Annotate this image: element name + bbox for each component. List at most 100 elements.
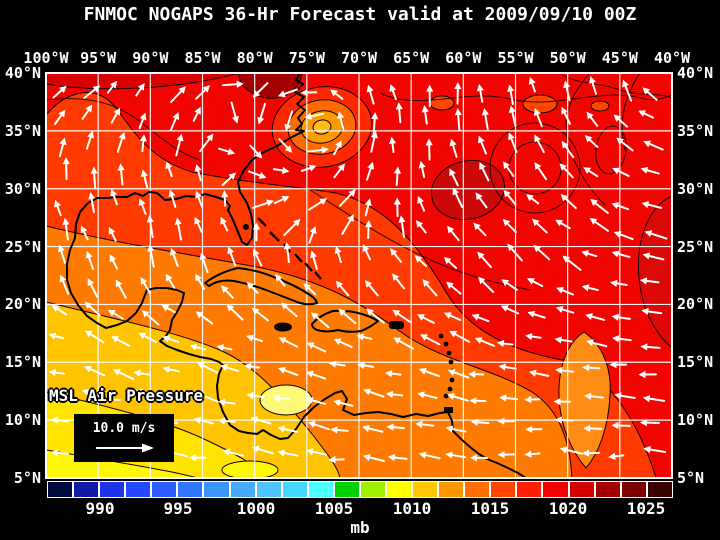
wind-arrow (554, 416, 574, 424)
wind-arrow (275, 273, 286, 287)
wind-arrow (639, 277, 660, 285)
colorbar-tick-label: 1010 (392, 499, 432, 518)
colorbar-segment (48, 482, 73, 497)
wind-arrow (641, 201, 663, 209)
wind-arrow (334, 246, 342, 264)
wind-arrow (610, 279, 628, 287)
wind-arrow (470, 418, 490, 426)
wind-arrow (328, 360, 346, 368)
wind-arrow (447, 368, 470, 379)
wind-arrow (364, 220, 373, 240)
wind-arrow (559, 163, 574, 179)
wind-arrow (162, 365, 181, 373)
wind-arrow (135, 82, 145, 97)
wind-arrow (364, 198, 372, 217)
coastline-cuba (204, 267, 318, 306)
wind-arrow (638, 110, 654, 119)
wind-arrow (230, 101, 239, 124)
wind-arrow (138, 198, 147, 215)
wind-arrow (477, 276, 495, 294)
wind-arrow (470, 454, 489, 462)
wind-arrow (370, 130, 378, 153)
colorbar-segment (413, 482, 438, 497)
longitude-label: 70°W (340, 49, 378, 67)
wind-arrow (611, 335, 632, 343)
wind-arrow (642, 87, 658, 101)
wind-arrow (278, 366, 299, 376)
wind-arrow (425, 138, 433, 161)
wind-arrow (81, 388, 103, 398)
wind-arrow (220, 216, 229, 232)
wind-arrow (468, 370, 485, 378)
field-label: MSL Air Pressure (49, 386, 204, 405)
wind-arrow (644, 230, 668, 240)
wind-arrow (395, 102, 403, 124)
latitude-label: 20°N (4, 295, 41, 314)
wind-arrow (528, 369, 550, 377)
wind-arrow (168, 189, 177, 208)
island-puerto-rico (389, 321, 404, 329)
latitude-label: 15°N (4, 353, 41, 372)
wind-arrow (253, 248, 263, 267)
colorbar-segment (647, 482, 672, 497)
wind-arrow (108, 226, 117, 242)
wind-arrow (138, 332, 158, 344)
pressure-colorbar (47, 481, 673, 498)
wind-arrow (497, 450, 515, 459)
wind-arrow (51, 305, 68, 316)
colorbar-segment (439, 482, 464, 497)
wind-arrow (612, 167, 630, 177)
wind-arrow (640, 343, 661, 351)
wind-arrow (638, 370, 658, 379)
wind-arrow (59, 274, 70, 295)
wind-arrow (246, 391, 265, 400)
wind-arrow (524, 332, 542, 341)
wind-arrow (341, 214, 354, 235)
wind-arrow (85, 130, 94, 150)
wind-arrow (307, 421, 330, 431)
wind-arrow (277, 88, 299, 98)
wind-arrow (447, 392, 469, 402)
lake-okeechobee (243, 224, 249, 230)
longitude-label: 40°W (653, 49, 691, 67)
latitude-label: 35°N (677, 121, 714, 140)
wind-arrow (609, 361, 628, 369)
wind-arrow (300, 164, 317, 172)
wind-arrow (138, 112, 147, 130)
wind-arrow (106, 80, 118, 94)
wind-arrow (469, 397, 487, 405)
wind-arrow (555, 366, 574, 375)
longitude-label: 60°W (445, 49, 482, 67)
wind-arrow (175, 133, 184, 157)
wind-arrow (221, 172, 237, 186)
colorbar-segment (387, 482, 412, 497)
wind-arrow (417, 196, 426, 212)
wind-arrow (139, 134, 147, 153)
wind-arrow (300, 88, 318, 97)
wind-arrow (614, 392, 636, 400)
colorbar-segment (152, 482, 177, 497)
colorbar-segment (178, 482, 203, 497)
wind-arrow (330, 89, 344, 100)
longitude-label: 55°W (497, 49, 534, 67)
longitude-label: 95°W (80, 49, 117, 67)
wind-arrow (471, 313, 490, 323)
wind-arrow (194, 164, 202, 182)
wind-arrow (473, 222, 487, 237)
wind-arrow (508, 105, 517, 128)
colorbar-tick-label: 1020 (548, 499, 588, 518)
wind-arrow (278, 138, 293, 153)
wind-arrow (57, 244, 66, 264)
colorbar-segment (282, 482, 307, 497)
wind-arrow (366, 161, 375, 181)
wind-arrow (170, 86, 186, 104)
wind-arrow (147, 244, 155, 268)
wind-arrow (553, 398, 571, 406)
wind-arrow (562, 255, 582, 271)
wind-arrow (107, 309, 124, 320)
latitude-label: 30°N (4, 179, 41, 198)
wind-arrow (417, 391, 438, 399)
wind-scale-legend: 10.0 m/s (74, 414, 174, 462)
wind-arrow (449, 168, 459, 187)
